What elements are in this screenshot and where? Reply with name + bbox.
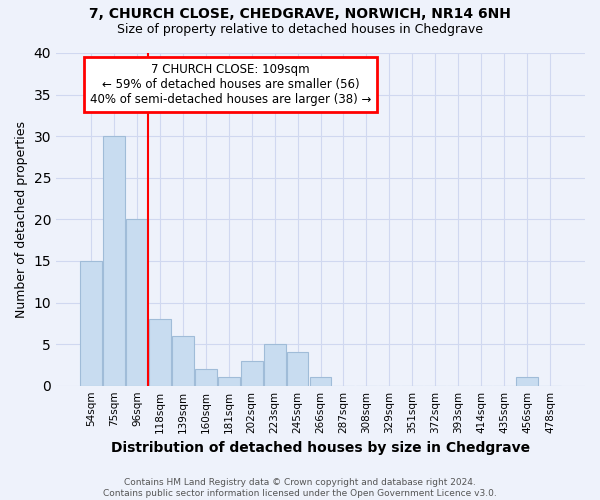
Bar	[287, 352, 308, 386]
Bar	[218, 378, 239, 386]
Text: 7, CHURCH CLOSE, CHEDGRAVE, NORWICH, NR14 6NH: 7, CHURCH CLOSE, CHEDGRAVE, NORWICH, NR1…	[89, 8, 511, 22]
Bar	[516, 378, 538, 386]
Y-axis label: Number of detached properties: Number of detached properties	[15, 121, 28, 318]
Bar	[172, 336, 194, 386]
Text: 7 CHURCH CLOSE: 109sqm
← 59% of detached houses are smaller (56)
40% of semi-det: 7 CHURCH CLOSE: 109sqm ← 59% of detached…	[90, 63, 371, 106]
Text: Contains HM Land Registry data © Crown copyright and database right 2024.
Contai: Contains HM Land Registry data © Crown c…	[103, 478, 497, 498]
Bar	[149, 319, 171, 386]
Bar	[310, 378, 331, 386]
Bar	[80, 261, 102, 386]
Bar	[195, 369, 217, 386]
Bar	[241, 360, 263, 386]
Bar	[103, 136, 125, 386]
Bar	[126, 220, 148, 386]
Text: Size of property relative to detached houses in Chedgrave: Size of property relative to detached ho…	[117, 22, 483, 36]
Bar	[264, 344, 286, 386]
X-axis label: Distribution of detached houses by size in Chedgrave: Distribution of detached houses by size …	[111, 441, 530, 455]
